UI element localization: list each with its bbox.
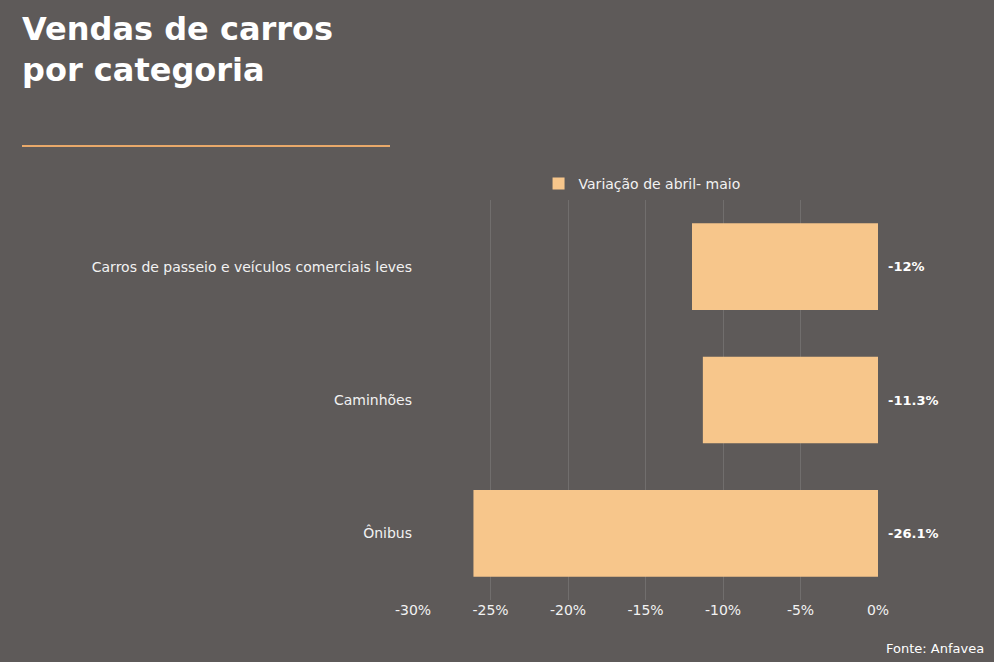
svg-text:-11.3%: -11.3% — [888, 393, 939, 408]
svg-text:-26.1%: -26.1% — [888, 526, 939, 541]
svg-text:Ônibus: Ônibus — [363, 524, 412, 541]
svg-text:Variação de abril- maio: Variação de abril- maio — [579, 176, 741, 192]
svg-text:-5%: -5% — [787, 602, 814, 618]
svg-text:-20%: -20% — [550, 602, 586, 618]
svg-text:Fonte: Anfavea: Fonte: Anfavea — [886, 641, 984, 656]
svg-text:Vendas de carrospor categoria: Vendas de carrospor categoria — [22, 10, 333, 90]
svg-text:-30%: -30% — [395, 602, 431, 618]
svg-text:-10%: -10% — [705, 602, 741, 618]
svg-text:Caminhões: Caminhões — [334, 392, 412, 408]
svg-text:-15%: -15% — [627, 602, 663, 618]
svg-text:-25%: -25% — [472, 602, 508, 618]
svg-text:Carros de passeio e veículos c: Carros de passeio e veículos comerciais … — [92, 259, 412, 275]
svg-text:0%: 0% — [867, 602, 889, 618]
svg-text:-12%: -12% — [888, 259, 925, 274]
